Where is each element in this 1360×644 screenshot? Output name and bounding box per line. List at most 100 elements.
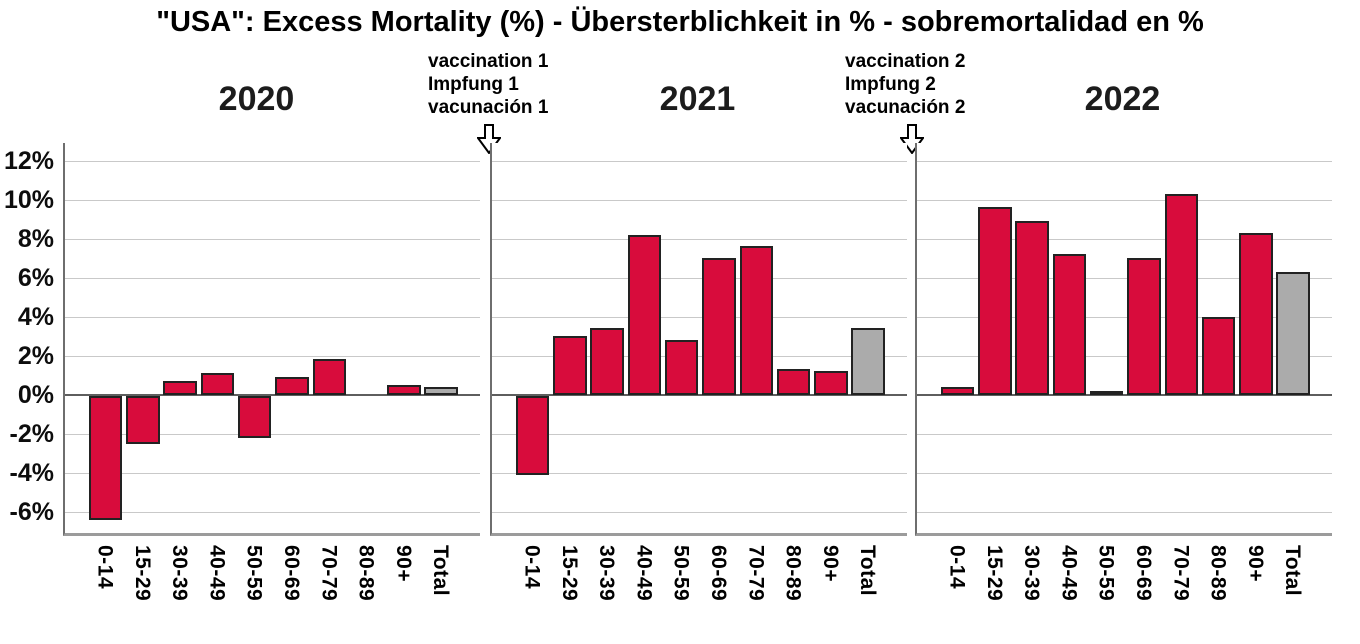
gridline bbox=[917, 433, 1332, 435]
gridline bbox=[492, 160, 907, 162]
bar-2022-50-59 bbox=[1089, 390, 1124, 395]
annotation-line: vaccination 1 bbox=[428, 51, 549, 72]
chart-panel-2021 bbox=[490, 143, 907, 536]
gridline bbox=[492, 511, 907, 513]
bar-2021-70-79 bbox=[739, 246, 774, 395]
gridline bbox=[492, 472, 907, 474]
gridline bbox=[492, 199, 907, 201]
x-axis-label: 0-14 bbox=[93, 545, 117, 590]
x-axis-label: Total bbox=[856, 545, 880, 597]
x-axis-label: 15-29 bbox=[982, 545, 1006, 602]
gridline bbox=[917, 472, 1332, 474]
bar-2022-70-79 bbox=[1164, 193, 1199, 395]
x-axis-label: 40-49 bbox=[1057, 545, 1081, 602]
gridline bbox=[492, 433, 907, 435]
bar-2022-0-14 bbox=[940, 386, 975, 395]
bar-2020-90+ bbox=[387, 384, 421, 395]
gridline bbox=[65, 472, 480, 474]
bar-2020-70-79 bbox=[312, 359, 347, 395]
x-axis-label: 70-79 bbox=[744, 545, 768, 602]
x-axis-label: 80-89 bbox=[781, 545, 805, 602]
bar-2021-80-89 bbox=[776, 369, 811, 395]
bar-2021-30-39 bbox=[590, 328, 624, 395]
gridline bbox=[492, 238, 907, 240]
gridline bbox=[917, 316, 1332, 318]
gridline bbox=[65, 511, 480, 513]
y-axis-tick-label: -2% bbox=[9, 419, 54, 448]
x-axis-label: Total bbox=[429, 545, 453, 597]
x-axis-label: 30-39 bbox=[595, 545, 619, 602]
x-axis-label: 90+ bbox=[391, 545, 415, 583]
bar-2022-Total bbox=[1276, 271, 1310, 395]
chart-title: "USA": Excess Mortality (%) - Übersterbl… bbox=[156, 6, 1204, 38]
x-axis-label: 40-49 bbox=[205, 545, 229, 602]
x-axis-label: 60-69 bbox=[280, 545, 303, 602]
bar-2021-50-59 bbox=[664, 339, 699, 395]
gridline bbox=[65, 277, 480, 279]
bar-2021-0-14 bbox=[515, 395, 550, 476]
gridline bbox=[65, 238, 480, 240]
bar-2020-Total bbox=[424, 386, 458, 395]
y-axis-tick-label: 6% bbox=[17, 263, 54, 292]
y-axis-tick-label: 8% bbox=[17, 224, 54, 253]
annotation-line: Impfung 1 bbox=[428, 74, 519, 95]
year-label-2021: 2021 bbox=[659, 80, 736, 118]
x-axis-label: 15-29 bbox=[557, 545, 581, 602]
annotation-line: vacunación 1 bbox=[428, 97, 549, 118]
x-axis-label: 60-69 bbox=[707, 545, 730, 602]
gridline bbox=[917, 160, 1332, 162]
chart-panel-2022 bbox=[915, 143, 1332, 536]
gridline bbox=[917, 355, 1332, 357]
x-axis-label: 40-49 bbox=[632, 545, 656, 602]
bar-2021-90+ bbox=[814, 371, 848, 395]
gridline bbox=[65, 316, 480, 318]
x-axis-label: 90+ bbox=[818, 545, 842, 583]
x-axis-label: 70-79 bbox=[317, 545, 341, 602]
annotation-line: vacunación 2 bbox=[845, 97, 966, 118]
x-axis-label: 80-89 bbox=[1206, 545, 1230, 602]
annotation-line: vaccination 2 bbox=[845, 51, 966, 72]
y-axis-tick-label: -4% bbox=[9, 458, 54, 487]
x-axis-label: 70-79 bbox=[1169, 545, 1193, 602]
bar-2022-15-29 bbox=[978, 207, 1012, 395]
y-axis-tick-label: 4% bbox=[17, 302, 54, 331]
x-axis-label: Total bbox=[1281, 545, 1305, 597]
annotation-vaccination-2: vaccination 2 Impfung 2 vacunación 2 bbox=[845, 50, 965, 119]
y-axis-tick-label: 10% bbox=[3, 185, 54, 214]
gridline bbox=[917, 238, 1332, 240]
gridline bbox=[65, 199, 480, 201]
year-label-2022: 2022 bbox=[1084, 80, 1161, 118]
bar-2020-60-69 bbox=[275, 377, 309, 395]
gridline bbox=[65, 355, 480, 357]
bar-2022-40-49 bbox=[1052, 254, 1087, 395]
zero-line bbox=[917, 393, 1332, 396]
gridline bbox=[492, 316, 907, 318]
x-axis-label: 50-59 bbox=[242, 545, 266, 602]
year-label-2020: 2020 bbox=[218, 80, 295, 118]
bar-2020-40-49 bbox=[200, 373, 235, 395]
annotation-line: Impfung 2 bbox=[845, 74, 936, 95]
x-axis-label: 90+ bbox=[1243, 545, 1267, 583]
gridline bbox=[65, 433, 480, 435]
bar-2021-40-49 bbox=[627, 234, 662, 395]
zero-line bbox=[492, 393, 907, 396]
y-axis-tick-label: 0% bbox=[17, 380, 54, 409]
chart-panel-2020 bbox=[63, 143, 480, 536]
bar-2022-80-89 bbox=[1201, 316, 1236, 395]
bar-2020-15-29 bbox=[126, 395, 160, 445]
bar-2021-Total bbox=[851, 328, 885, 395]
annotation-vaccination-1: vaccination 1 Impfung 1 vacunación 1 bbox=[428, 50, 548, 119]
x-axis-label: 50-59 bbox=[669, 545, 693, 602]
gridline bbox=[492, 355, 907, 357]
x-axis-label: 0-14 bbox=[945, 545, 969, 590]
x-axis-label: 30-39 bbox=[1020, 545, 1044, 602]
bar-2021-60-69 bbox=[702, 258, 736, 395]
bar-2020-30-39 bbox=[163, 380, 197, 395]
gridline bbox=[917, 511, 1332, 513]
x-axis-label: 0-14 bbox=[520, 545, 544, 590]
gridline bbox=[917, 277, 1332, 279]
x-axis-label: 50-59 bbox=[1094, 545, 1118, 602]
bar-2020-0-14 bbox=[88, 395, 123, 521]
gridline bbox=[492, 277, 907, 279]
